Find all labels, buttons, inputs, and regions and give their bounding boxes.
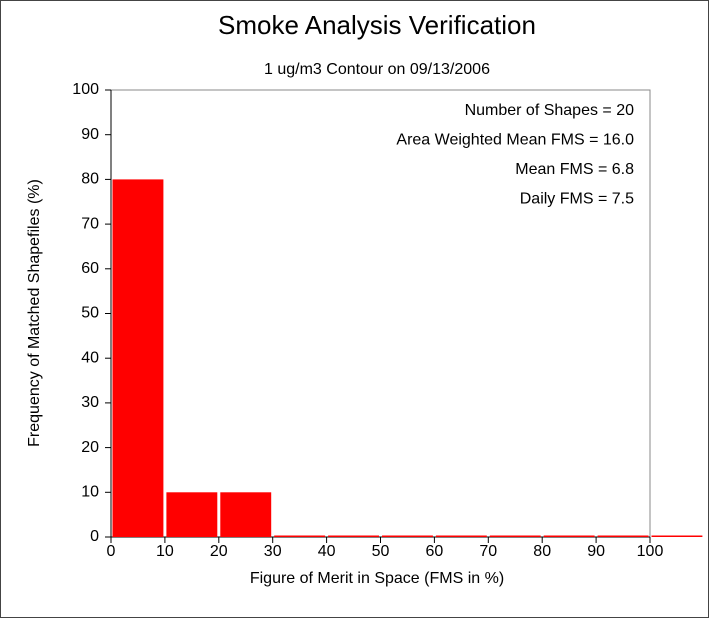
y-tick-label: 30 (81, 394, 99, 411)
y-tick-label: 40 (81, 349, 99, 366)
x-tick-label: 90 (587, 543, 605, 560)
chart-subtitle: 1 ug/m3 Contour on 09/13/2006 (264, 61, 490, 78)
y-tick-label: 60 (81, 260, 99, 277)
y-tick-label: 90 (81, 126, 99, 143)
y-tick-label: 80 (81, 171, 99, 188)
annotation: Area Weighted Mean FMS = 16.0 (396, 132, 634, 149)
y-axis-label: Frequency of Matched Shapefiles (%) (26, 179, 43, 447)
y-tick-label: 70 (81, 215, 99, 232)
x-tick-label: 40 (318, 543, 336, 560)
chart-title: Smoke Analysis Verification (218, 10, 536, 40)
x-tick-label: 30 (264, 543, 282, 560)
bar (166, 492, 218, 537)
bar (328, 535, 379, 537)
bar (112, 179, 164, 537)
annotation: Mean FMS = 6.8 (515, 161, 634, 178)
bar (382, 535, 433, 537)
x-tick-label: 10 (156, 543, 174, 560)
bar (651, 535, 703, 537)
y-tick-label: 0 (90, 528, 99, 545)
x-tick-label: 0 (107, 543, 116, 560)
x-tick-label: 80 (533, 543, 551, 560)
x-tick-label: 70 (479, 543, 497, 560)
bar (543, 535, 595, 537)
bar (597, 535, 649, 537)
y-tick-label: 20 (81, 439, 99, 456)
y-tick-label: 100 (72, 81, 99, 98)
annotation: Number of Shapes = 20 (465, 102, 635, 119)
x-tick-label: 50 (372, 543, 390, 560)
bar (220, 492, 272, 537)
x-tick-label: 60 (426, 543, 444, 560)
bar (435, 535, 487, 537)
x-axis-label: Figure of Merit in Space (FMS in %) (250, 570, 504, 587)
annotation: Daily FMS = 7.5 (520, 191, 634, 208)
bar (489, 535, 541, 537)
y-tick-label: 10 (81, 484, 99, 501)
x-tick-label: 100 (637, 543, 664, 560)
bar (274, 535, 326, 537)
x-tick-label: 20 (210, 543, 228, 560)
y-tick-label: 50 (81, 305, 99, 322)
